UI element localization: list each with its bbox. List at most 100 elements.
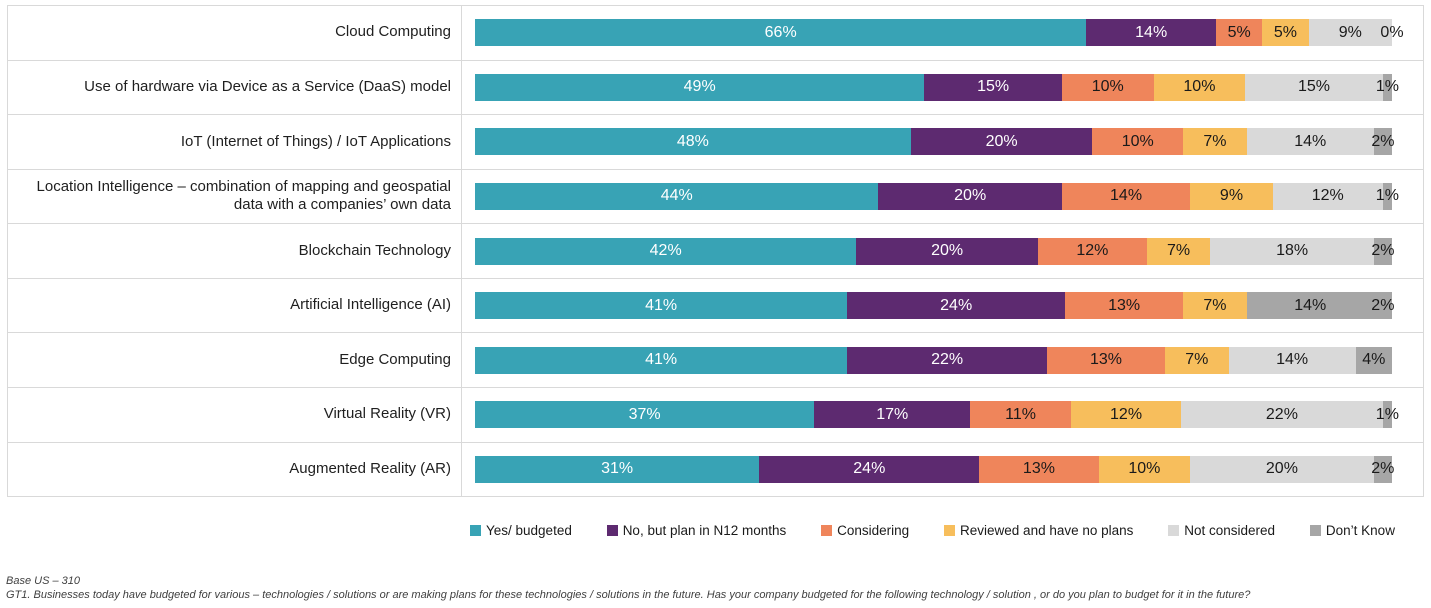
segment-value-label: 14% (1135, 23, 1168, 41)
bar-segment: 66% (475, 19, 1087, 47)
bar-segment: 42% (475, 237, 857, 265)
segment-value-label: 15% (1298, 78, 1331, 96)
segment-value-label: 5% (1227, 23, 1251, 41)
segment-value-label: 12% (1076, 242, 1109, 260)
bar-cell: 41% 22% 13% 7% 14% 4% (462, 333, 1423, 387)
bar-segment: 15% (1245, 73, 1383, 101)
segment-value-label: 20% (985, 132, 1018, 150)
segment-value-label: 37% (628, 405, 661, 423)
footer-notes: Base US – 310 GT1. Businesses today have… (6, 574, 1426, 602)
segment-value-label: 13% (1022, 460, 1055, 478)
segment-value-label: 10% (1183, 78, 1216, 96)
segment-value-label: 48% (676, 132, 709, 150)
legend-item: Not considered (1168, 523, 1275, 538)
bar-segment: 22% (1181, 401, 1383, 429)
bar-segment: 7% (1146, 237, 1211, 265)
segment-value-label: 14% (1110, 187, 1143, 205)
stacked-bar: 37% 17% 11% 12% 22% 1% (475, 401, 1399, 429)
stacked-bar: 41% 22% 13% 7% 14% 4% (475, 346, 1392, 374)
legend-swatch-icon (606, 525, 618, 536)
stacked-bar: 44% 20% 14% 9% 12% 1% (475, 182, 1399, 210)
chart-row: Artificial Intelligence (AI) 41% 24% 13% 7% 1… (8, 278, 1423, 334)
segment-value-label: 24% (853, 460, 886, 478)
segment-value-label: 41% (645, 351, 678, 369)
bar-segment: 20% (1190, 455, 1374, 483)
bar-cell: 37% 17% 11% 12% 22% 1% (462, 388, 1423, 442)
legend-label: No, but plan in N12 months (622, 523, 787, 538)
chart-row: Augmented Reality (AR) 31% 24% 13% 10% 20% 2% (8, 442, 1423, 497)
bar-segment: 20% (856, 237, 1038, 265)
stacked-bar: 48% 20% 10% 7% 14% 2% (475, 128, 1394, 156)
bar-segment: 10% (1098, 455, 1191, 483)
bar-segment: 17% (814, 401, 971, 429)
bar-segment: 7% (1164, 346, 1229, 374)
chart-row: Edge Computing 41% 22% 13% 7% 14% 4% (8, 333, 1423, 388)
segment-value-label: 13% (1108, 296, 1141, 314)
segment-value-label: 31% (601, 460, 634, 478)
bar-segment: 2% (1371, 237, 1395, 265)
legend-label: Not considered (1184, 523, 1276, 538)
legend-item: Reviewed and have no plans (944, 523, 1133, 538)
legend-label: Don’t Know (1325, 523, 1395, 538)
bar-segment: 14% (1061, 182, 1191, 210)
legend-swatch-icon (1168, 525, 1180, 536)
category-label: Artificial Intelligence (AI) (8, 278, 462, 333)
legend-label: Yes/ budgeted (486, 523, 572, 538)
segment-value-label: 24% (940, 296, 973, 314)
bar-segment: 7% (1183, 292, 1247, 320)
segment-value-label: 7% (1203, 132, 1227, 150)
bar-cell: 44% 20% 14% 9% 12% 1% (462, 170, 1423, 224)
bar-segment: 14% (1086, 19, 1216, 47)
segment-value-label: 14% (1294, 296, 1327, 314)
bar-segment: 10% (1092, 128, 1184, 156)
stacked-bar: 31% 24% 13% 10% 20% 2% (475, 455, 1394, 483)
segment-value-label: 10% (1121, 132, 1154, 150)
segment-value-label: 4% (1362, 351, 1386, 369)
bar-segment: 5% (1216, 19, 1263, 47)
legend-swatch-icon (470, 525, 481, 536)
legend-item: Don’t Know (1309, 523, 1395, 538)
bar-segment: 31% (475, 455, 760, 483)
bar-segment: 48% (475, 128, 911, 156)
chart-row: Location Intelligence – combination of m… (8, 169, 1423, 225)
segment-value-label: 41% (645, 296, 678, 314)
bar-cell: 41% 24% 13% 7% 14% 2% (462, 279, 1423, 333)
bar-segment: 1% (1376, 73, 1399, 101)
segment-value-label: 9% (1338, 23, 1362, 41)
category-label: Blockchain Technology (8, 224, 462, 278)
segment-value-label: 12% (1311, 187, 1344, 205)
bar-segment: 7% (1183, 128, 1247, 156)
segment-value-label: 20% (954, 187, 987, 205)
bar-segment: 24% (759, 455, 980, 483)
bar-segment: 44% (475, 182, 879, 210)
category-label: Use of hardware via Device as a Service … (8, 60, 462, 115)
segment-value-label: 11% (1005, 405, 1036, 423)
bar-segment: 1% (1376, 401, 1399, 429)
legend-swatch-icon (821, 525, 833, 536)
stacked-bar: 41% 24% 13% 7% 14% 2% (475, 292, 1395, 320)
bar-segment: 41% (475, 292, 848, 320)
chart-row: Use of hardware via Device as a Service … (8, 60, 1423, 116)
segment-value-label: 18% (1276, 242, 1309, 260)
segment-value-label: 14% (1294, 132, 1327, 150)
bar-segment: 41% (475, 346, 848, 374)
segment-value-label: 2% (1371, 296, 1395, 314)
category-label: Augmented Reality (AR) (8, 442, 462, 497)
legend-item: Yes/ budgeted (470, 523, 572, 538)
bar-segment: 49% (475, 73, 925, 101)
bar-segment: 1% (1376, 182, 1399, 210)
segment-value-label: 17% (876, 405, 909, 423)
segment-value-label: 5% (1273, 23, 1298, 41)
bar-segment: 2% (1371, 128, 1394, 156)
bar-cell: 42% 20% 12% 7% 18% 2% (462, 224, 1423, 278)
segment-value-label: 2% (1371, 242, 1395, 260)
category-label: Cloud Computing (8, 6, 462, 60)
bar-segment: 13% (1046, 346, 1165, 374)
chart-row: IoT (Internet of Things) / IoT Applicati… (8, 115, 1423, 170)
bar-segment: 14% (1246, 292, 1374, 320)
category-label: Location Intelligence – combination of m… (8, 169, 462, 224)
segment-value-label: 20% (1265, 460, 1298, 478)
bar-cell: 31% 24% 13% 10% 20% 2% (462, 443, 1423, 497)
bar-segment: 4% (1355, 346, 1392, 374)
